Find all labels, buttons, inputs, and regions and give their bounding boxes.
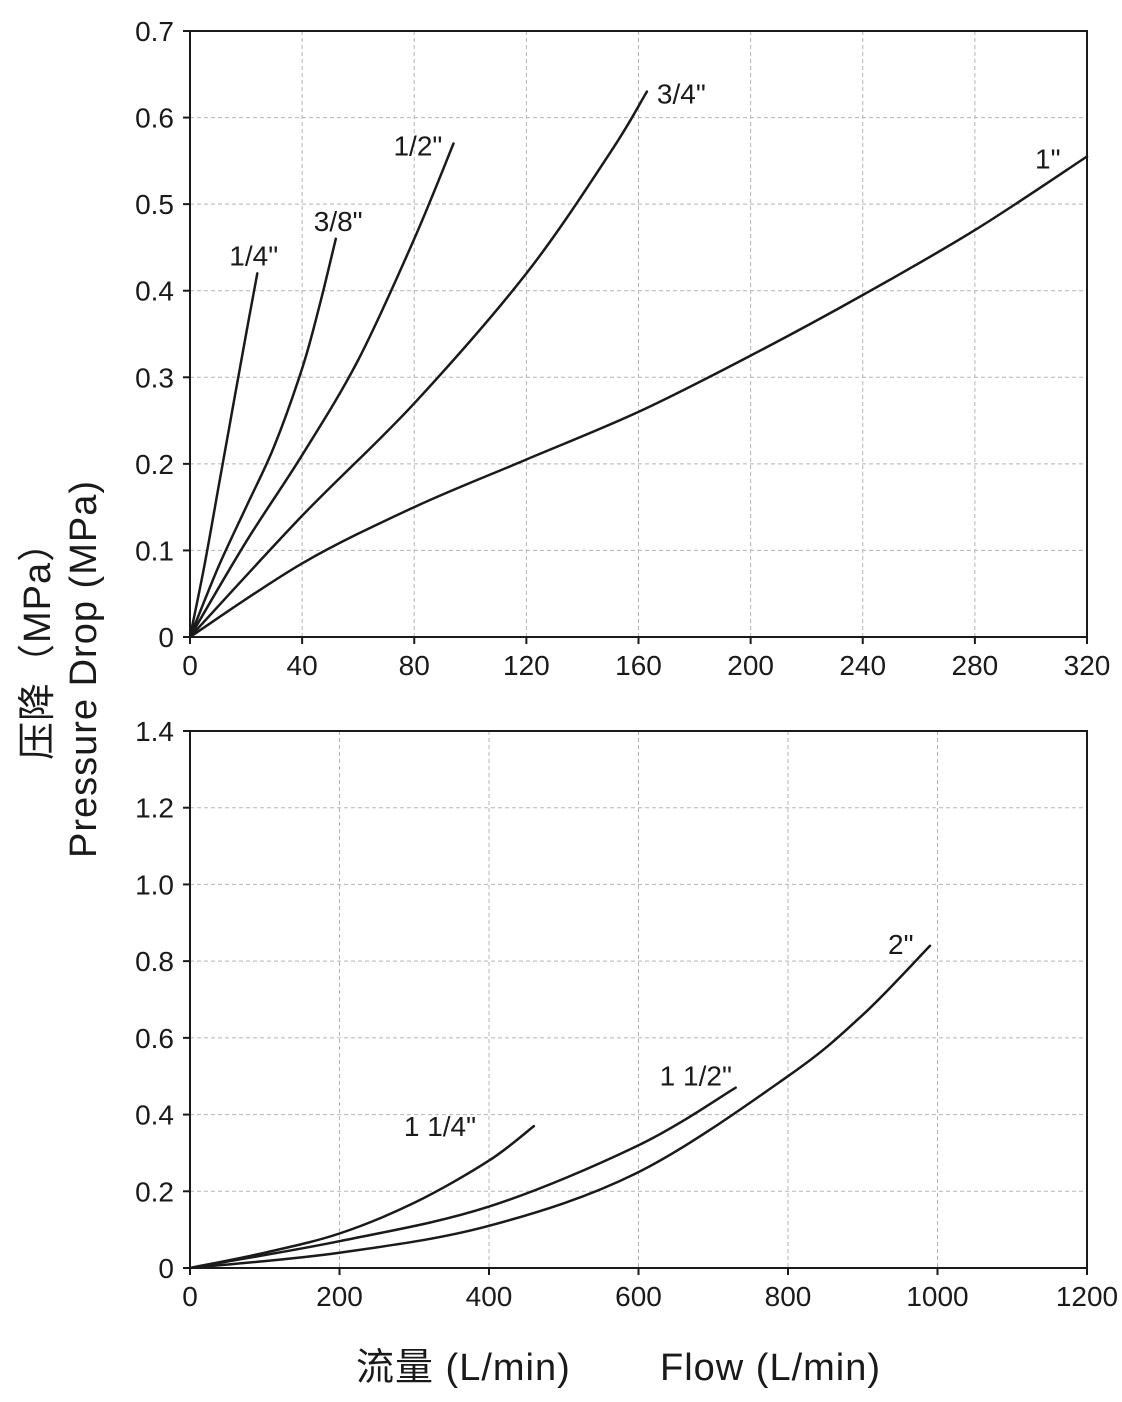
- y-tick-label: 0.7: [135, 16, 174, 47]
- y-tick-label: 0.6: [135, 1023, 174, 1054]
- x-axis-title-en: Flow (L/min): [660, 1347, 881, 1389]
- x-tick-label: 200: [727, 650, 774, 681]
- curve-label: 1/4": [229, 240, 278, 271]
- y-tick-label: 1.2: [135, 793, 174, 824]
- curve-line: [188, 90, 649, 639]
- y-tick-label: 0.5: [135, 189, 174, 220]
- y-tick-label: 0.1: [135, 535, 174, 566]
- curve-label: 1 1/2": [660, 1061, 732, 1092]
- x-tick-label: 0: [182, 1281, 198, 1312]
- y-tick-label: 0: [158, 1253, 174, 1284]
- y-tick-label: 0.6: [135, 103, 174, 134]
- curve-line: [188, 1124, 536, 1270]
- x-tick-label: 1000: [906, 1281, 968, 1312]
- curve-label: 2": [888, 929, 914, 960]
- x-tick-label: 280: [952, 650, 999, 681]
- curve-label: 1 1/4": [404, 1111, 476, 1142]
- x-tick-label: 600: [615, 1281, 662, 1312]
- x-tick-label: 40: [287, 650, 318, 681]
- y-tick-label: 0.3: [135, 362, 174, 393]
- y-tick-label: 0.4: [135, 276, 174, 307]
- y-tick-label: 0.4: [135, 1100, 174, 1131]
- y-axis-title-cn: 压降（MPa）: [17, 523, 59, 760]
- chart-large-sizes: 0 200 400 600 800 1000 1200 0 0.2 0.4 0.6 0.8 1.0 1.2…: [135, 716, 1118, 1312]
- curve-line: [188, 237, 338, 639]
- curve-label: 1/2": [393, 131, 442, 162]
- y-tick-label: 0: [158, 622, 174, 653]
- x-tick-label: 240: [839, 650, 886, 681]
- x-tick-label: 800: [765, 1281, 812, 1312]
- y-tick-label: 0.8: [135, 946, 174, 977]
- y-tick-label: 0.2: [135, 1176, 174, 1207]
- x-tick-label: 1200: [1056, 1281, 1118, 1312]
- curve-line: [188, 142, 455, 639]
- curve-line: [188, 155, 1089, 639]
- chart-small-sizes: 0 40 80 120 160 200 240 280 320 0 0.1 0.2 0.3 0.4 0.5 0…: [135, 16, 1110, 681]
- y-tick-label: 1.0: [135, 869, 174, 900]
- x-tick-label: 320: [1064, 650, 1111, 681]
- x-tick-label: 120: [503, 650, 550, 681]
- curve-line: [188, 944, 932, 1270]
- curve-label: 3/8": [314, 206, 363, 237]
- x-tick-label: 0: [182, 650, 198, 681]
- y-tick-label: 1.4: [135, 716, 174, 747]
- curve-label: 3/4": [657, 79, 706, 110]
- x-tick-label: 400: [466, 1281, 513, 1312]
- x-tick-label: 200: [316, 1281, 363, 1312]
- x-tick-label: 160: [615, 650, 662, 681]
- y-tick-label: 0.2: [135, 449, 174, 480]
- curve-line: [188, 1086, 737, 1270]
- x-tick-label: 80: [399, 650, 430, 681]
- curve-label: 1": [1035, 144, 1061, 175]
- curve-line: [188, 272, 259, 639]
- y-axis-title-en: Pressure Drop (MPa): [63, 480, 105, 858]
- x-axis-title-cn: 流量 (L/min): [356, 1347, 571, 1389]
